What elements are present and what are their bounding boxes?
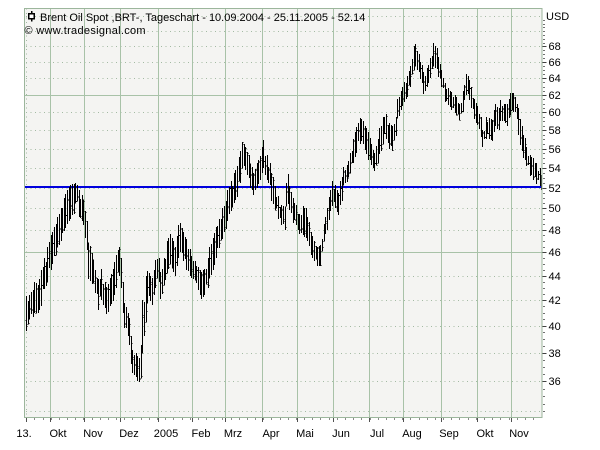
- svg-text:36: 36: [549, 376, 561, 388]
- svg-text:Okt: Okt: [49, 428, 66, 440]
- svg-text:Mrz: Mrz: [224, 428, 242, 440]
- svg-text:Okt: Okt: [476, 428, 493, 440]
- svg-text:13.: 13.: [16, 428, 31, 440]
- svg-text:Nov: Nov: [83, 428, 103, 440]
- svg-text:Jul: Jul: [370, 428, 384, 440]
- svg-text:Brent Oil Spot ,BRT-, Tagescha: Brent Oil Spot ,BRT-, Tageschart - 10.09…: [40, 12, 365, 24]
- svg-text:Dez: Dez: [119, 428, 139, 440]
- svg-text:USD: USD: [546, 11, 569, 23]
- svg-text:Sep: Sep: [439, 428, 459, 440]
- svg-text:66: 66: [549, 57, 561, 69]
- svg-text:© www.tradesignal.com: © www.tradesignal.com: [25, 25, 146, 37]
- svg-text:50: 50: [549, 203, 561, 215]
- svg-text:46: 46: [549, 247, 561, 259]
- svg-text:Feb: Feb: [192, 428, 211, 440]
- svg-text:48: 48: [549, 225, 561, 237]
- svg-text:38: 38: [549, 348, 561, 360]
- svg-text:68: 68: [549, 41, 561, 53]
- svg-text:58: 58: [549, 125, 561, 137]
- svg-text:60: 60: [549, 107, 561, 119]
- svg-text:42: 42: [549, 295, 561, 307]
- svg-text:Aug: Aug: [402, 428, 422, 440]
- svg-text:44: 44: [549, 271, 561, 283]
- svg-text:Mai: Mai: [296, 428, 314, 440]
- svg-text:52: 52: [549, 183, 561, 195]
- svg-text:54: 54: [549, 163, 561, 175]
- svg-text:62: 62: [549, 90, 561, 102]
- svg-text:56: 56: [549, 144, 561, 156]
- svg-text:Jun: Jun: [332, 428, 350, 440]
- svg-text:2005: 2005: [154, 428, 178, 440]
- svg-text:64: 64: [549, 73, 561, 85]
- svg-text:Apr: Apr: [262, 428, 279, 440]
- svg-text:Nov: Nov: [509, 428, 529, 440]
- svg-text:40: 40: [549, 321, 561, 333]
